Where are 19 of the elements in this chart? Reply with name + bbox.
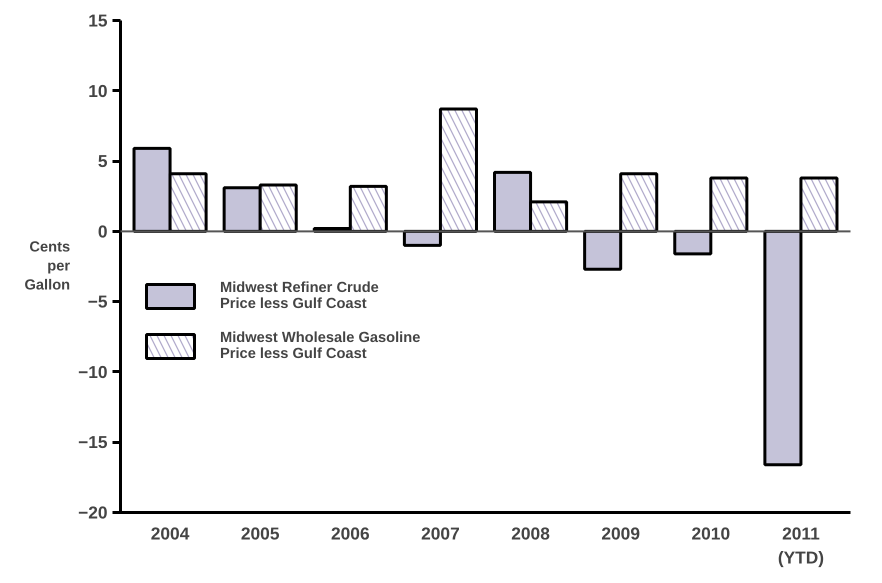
y-tick-label: 15 bbox=[88, 10, 108, 30]
y-tick-label: −5 bbox=[88, 292, 108, 312]
x-tick-label: 2004 bbox=[150, 524, 190, 544]
y-tick-label: 5 bbox=[98, 151, 108, 172]
x-tick-label: 2011 (YTD) bbox=[778, 524, 824, 568]
x-tick-label: 2008 bbox=[511, 524, 550, 544]
y-tick-label: −20 bbox=[78, 502, 108, 522]
legend-label: Midwest Wholesale Gasoline Price less Gulf Coast bbox=[220, 330, 420, 362]
x-tick-label: 2005 bbox=[240, 524, 280, 544]
x-tick-label: 2010 bbox=[692, 524, 730, 544]
x-tick-label: 2009 bbox=[601, 524, 640, 544]
y-axis-title: Cents per Gallon bbox=[24, 239, 70, 294]
x-tick-label: 2006 bbox=[331, 524, 370, 544]
x-tick-label: 2007 bbox=[421, 524, 460, 544]
y-tick-label: 0 bbox=[98, 221, 108, 242]
legend-label: Midwest Refiner Crude Price less Gulf Coast bbox=[220, 280, 379, 312]
y-tick-label: −15 bbox=[78, 432, 108, 452]
y-tick-label: −10 bbox=[78, 362, 108, 382]
y-tick-label: 10 bbox=[88, 80, 108, 101]
